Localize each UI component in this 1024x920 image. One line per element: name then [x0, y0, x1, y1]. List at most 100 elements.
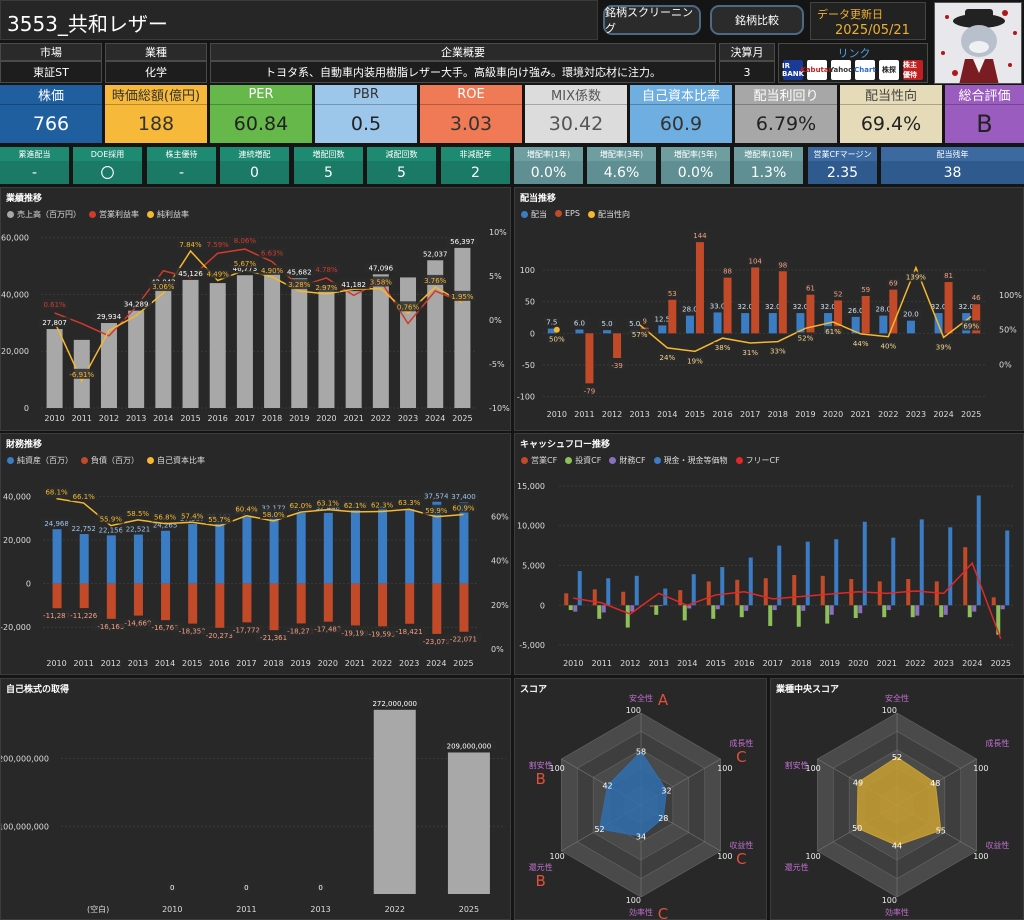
radar-axis-label: 成長性	[729, 738, 753, 748]
radar-max-label: 100	[550, 764, 565, 773]
eps-label: 69	[889, 280, 898, 288]
op-margin-label: 4.78%	[315, 266, 338, 274]
cashflow-title: キャッシュフロー推移	[520, 440, 611, 450]
sales-bar	[291, 278, 308, 408]
fin-x-tick: 2024	[426, 659, 446, 668]
liabilities-label: -16,169	[97, 623, 124, 631]
equity-ratio-label-bg	[124, 507, 152, 518]
fin-cf-bar	[943, 605, 948, 615]
payout-label: 38%	[715, 344, 731, 352]
dividend-label: 28.0	[682, 306, 698, 314]
buyback-label-bg	[242, 882, 251, 892]
buyback-label: 0	[244, 884, 248, 892]
payout-label-bg	[796, 332, 815, 343]
net-margin-label: 0.76%	[397, 303, 420, 311]
radar-axis-label: 割安性	[529, 760, 553, 770]
radar-axis-label: 効率性	[885, 907, 909, 917]
payout-label-bg	[851, 337, 870, 348]
radar-axis-label: 安全性	[885, 693, 909, 703]
stat-label: 連続増配	[220, 147, 289, 161]
radar-value: 52	[594, 825, 604, 834]
yutai-link-icon[interactable]: 株主優待	[903, 60, 923, 80]
stat-tile: 営業CFマージン 2.35	[808, 147, 877, 184]
net-assets-label: 22,156	[99, 526, 124, 534]
sales-label-bg	[229, 263, 261, 274]
inv-cf-bar	[967, 605, 972, 618]
net-assets-bar	[269, 513, 279, 584]
sales-bar	[209, 283, 226, 408]
stat-label: 増配率(3年)	[587, 147, 656, 161]
kpi-pbr: PBR 0.5	[315, 85, 417, 143]
op-margin-label: 6.63%	[261, 250, 284, 258]
cash-bar	[834, 539, 839, 606]
dividend-label-bg	[678, 303, 702, 314]
dividend-bar	[879, 315, 888, 334]
sales-label: 41,182	[341, 281, 366, 289]
eps-bar	[751, 267, 760, 334]
dividend-label: 32.0	[958, 303, 974, 311]
net-margin-label-bg	[204, 268, 232, 279]
kpi-payout-ratio: 配当性向 69.4%	[840, 85, 942, 143]
op-cf-bar	[649, 605, 654, 607]
chart-link-icon[interactable]: Chart	[854, 60, 876, 80]
sales-label: 56,397	[450, 238, 475, 246]
radar-axis-label: 収益性	[985, 840, 1009, 850]
eps-label-bg	[803, 282, 818, 293]
fin-x-tick: 2013	[128, 659, 148, 668]
kpi-value: 60.84	[233, 113, 289, 135]
buyback-label: 0	[170, 884, 174, 892]
payout-label-bg	[824, 326, 842, 337]
stat-tile: 減配回数 5	[367, 147, 436, 184]
fin-x-tick: 2019	[291, 659, 311, 668]
cf-x-tick: 2021	[877, 659, 897, 668]
fiscal-month-label: 決算月	[719, 43, 775, 61]
liabilities-bar	[52, 583, 62, 609]
payout-label: 44%	[853, 340, 869, 348]
legend-free-cf: フリーCF	[745, 456, 780, 465]
compare-button[interactable]: 銘柄比較	[710, 5, 804, 35]
sales-bar	[264, 271, 281, 408]
fin-cf-bar	[1000, 605, 1005, 610]
net-assets-label: 32,448	[316, 504, 341, 512]
irbank-link-icon[interactable]: IR BANK	[781, 60, 805, 80]
net-assets-label: 22,521	[126, 526, 151, 534]
liabilities-bar	[161, 583, 171, 621]
sales-label-bg	[93, 311, 125, 322]
perf-x-tick: 2011	[72, 414, 92, 423]
eps-label-bg	[859, 283, 873, 294]
liabilities-bar	[242, 583, 252, 623]
cash-bar	[891, 537, 896, 606]
screening-button[interactable]: 銘柄スクリーニング	[603, 5, 701, 35]
op-margin-label-bg	[258, 247, 286, 258]
yahoo-link-icon[interactable]: Yahoo	[829, 60, 853, 80]
fin-y2-tick: 40%	[491, 557, 509, 566]
radar-grade: B	[536, 872, 546, 890]
perf-x-tick: 2010	[44, 414, 64, 423]
date-value: 2025/05/21	[835, 23, 910, 38]
sales-label: 27,807	[42, 319, 67, 327]
dividend-bar	[713, 312, 722, 334]
stat-tile: 増配率(1年) 0.0%	[514, 147, 583, 184]
fin-x-tick: 2010	[46, 659, 66, 668]
buyback-label-bg	[367, 697, 423, 708]
sales-label: 34,289	[124, 301, 149, 309]
equity-ratio-label: 62.3%	[371, 501, 394, 509]
dividend-bar	[741, 313, 750, 334]
kabutan-link-icon[interactable]: Kabutan	[800, 60, 834, 80]
financial-title: 財務推移	[6, 440, 43, 450]
equity-ratio-label: 57.4%	[181, 512, 204, 520]
cf-x-tick: 2022	[905, 659, 925, 668]
eps-label: 46	[972, 294, 981, 302]
perf-x-tick: 2013	[126, 414, 146, 423]
kpi-mix: MIX係数 30.42	[525, 85, 627, 143]
sales-label: 45,682	[287, 268, 312, 276]
payout-label: 61%	[825, 328, 841, 336]
buyback-label-bg	[316, 882, 325, 892]
cash-bar	[919, 519, 924, 606]
dividend-bar	[768, 313, 777, 334]
liabilities-bar	[79, 583, 89, 609]
radar-grade: A	[658, 691, 669, 709]
kabutan-jp-link-icon[interactable]: 株探	[879, 60, 899, 80]
financial-chart: -20,000 0 20,000 40,000 0% 20% 40% 60% 2010 2011 2…	[1, 486, 509, 668]
dividend-label-bg	[542, 316, 561, 327]
